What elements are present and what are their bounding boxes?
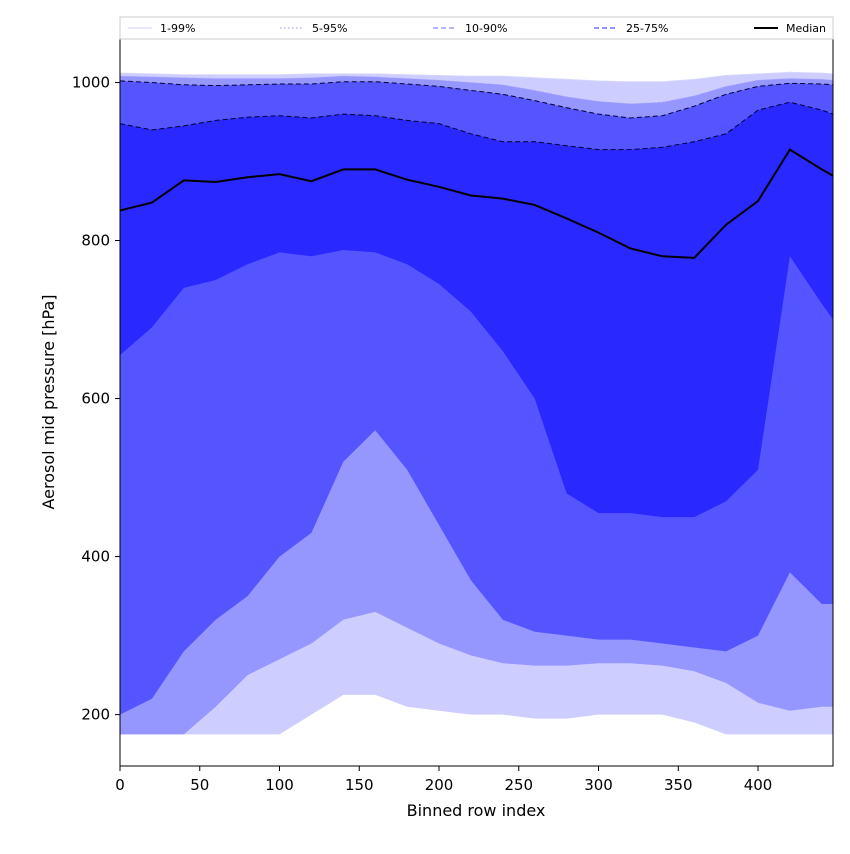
legend-label: Median — [786, 22, 826, 35]
x-tick-label: 150 — [345, 776, 374, 794]
y-tick-label: 800 — [81, 232, 110, 250]
legend: 1-99% 5-95% 10-90% 25-75% Median — [119, 16, 834, 40]
band-upper-edge-25-75% — [119, 101, 834, 151]
legend-label: 1-99% — [160, 22, 195, 35]
band-upper-edge-10-90% — [119, 80, 834, 119]
x-tick-label: 350 — [664, 776, 693, 794]
band-upper-edge-1-99% — [119, 71, 834, 83]
legend-box — [119, 16, 834, 40]
percentile-band-edges — [119, 71, 834, 151]
x-axis-label: Binned row index — [407, 801, 546, 820]
y-tick-label: 600 — [81, 390, 110, 408]
x-tick-label: 400 — [744, 776, 773, 794]
y-tick-label: 200 — [81, 706, 110, 724]
legend-label: 10-90% — [465, 22, 507, 35]
y-axis-ticks: 200 400 600 800 1000 — [72, 73, 120, 724]
y-axis-label: Aerosol mid pressure [hPa] — [39, 294, 58, 509]
x-tick-label: 100 — [265, 776, 294, 794]
band-25-75% — [120, 102, 833, 518]
legend-label: 5-95% — [312, 22, 347, 35]
percentile-bands — [120, 72, 833, 735]
x-axis-ticks: 0 50 100 150 200 250 300 350 400 — [115, 766, 772, 794]
median-line — [119, 148, 834, 259]
legend-label: 25-75% — [626, 22, 668, 35]
y-tick-label: 1000 — [72, 73, 110, 91]
x-tick-label: 300 — [584, 776, 613, 794]
x-tick-label: 50 — [190, 776, 209, 794]
x-tick-label: 250 — [504, 776, 533, 794]
y-tick-label: 400 — [81, 548, 110, 566]
x-tick-label: 0 — [115, 776, 125, 794]
x-tick-label: 200 — [425, 776, 454, 794]
